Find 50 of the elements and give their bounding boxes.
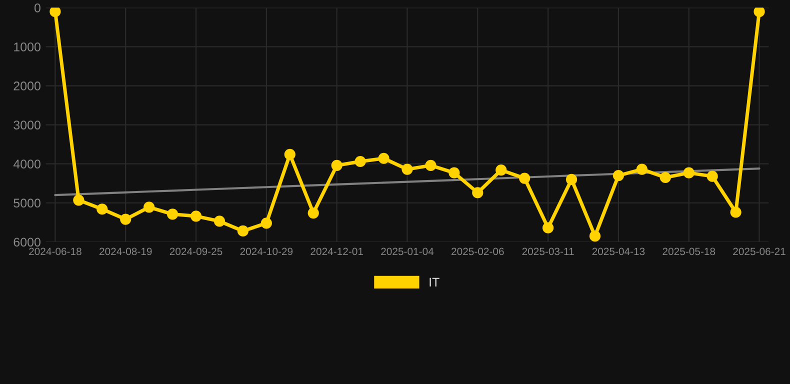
point: [120, 214, 132, 225]
point: [402, 164, 413, 175]
point: [284, 148, 296, 160]
point: [472, 187, 484, 198]
x-tick-label: 2024-10-29: [240, 248, 293, 256]
point: [754, 8, 765, 18]
point: [50, 8, 61, 18]
y-tick-label: 3000: [14, 120, 40, 130]
x-tick-label: 2025-01-04: [381, 248, 434, 256]
y-tick-label: 2000: [14, 82, 40, 90]
x-tick-label: 2024-08-19: [100, 248, 152, 256]
point: [542, 222, 554, 234]
point: [190, 210, 202, 222]
y-tick-label: 1000: [14, 42, 40, 52]
point: [214, 216, 226, 227]
y-tick-label: 0: [34, 3, 40, 12]
point: [683, 167, 694, 178]
point: [730, 206, 742, 218]
point: [660, 172, 671, 184]
point: [519, 172, 530, 184]
point: [448, 167, 460, 178]
point: [378, 152, 390, 164]
x-tick-label: 2024-12-01: [310, 248, 363, 256]
x-tick-label: 2025-04-13: [592, 248, 645, 256]
point: [354, 156, 366, 168]
y-tick-label: 5000: [14, 198, 40, 208]
x-tick-label: 2024-06-18: [29, 248, 82, 256]
legend-label: IT: [430, 278, 440, 286]
point: [166, 208, 178, 220]
x-tick-label: 2025-02-06: [452, 248, 504, 256]
point: [96, 204, 108, 215]
x-tick-label: 2025-03-11: [522, 248, 574, 256]
x-tick-label: 2025-06-21: [733, 248, 786, 256]
y-tick-label: 4000: [13, 160, 40, 168]
x-tick-label: 2024-09-25: [170, 248, 222, 256]
point: [260, 218, 272, 229]
point: [706, 170, 718, 182]
point: [612, 170, 624, 182]
point: [496, 164, 507, 176]
point: [308, 207, 319, 219]
point: [144, 202, 155, 213]
point: [331, 160, 342, 171]
point: [589, 230, 601, 242]
point: [237, 225, 249, 237]
x-tick-label: 2025-05-18: [662, 248, 716, 256]
point: [636, 164, 648, 175]
point: [73, 194, 84, 206]
y-tick-label: 6000: [14, 238, 40, 247]
point: [425, 160, 436, 171]
point: [566, 174, 578, 186]
